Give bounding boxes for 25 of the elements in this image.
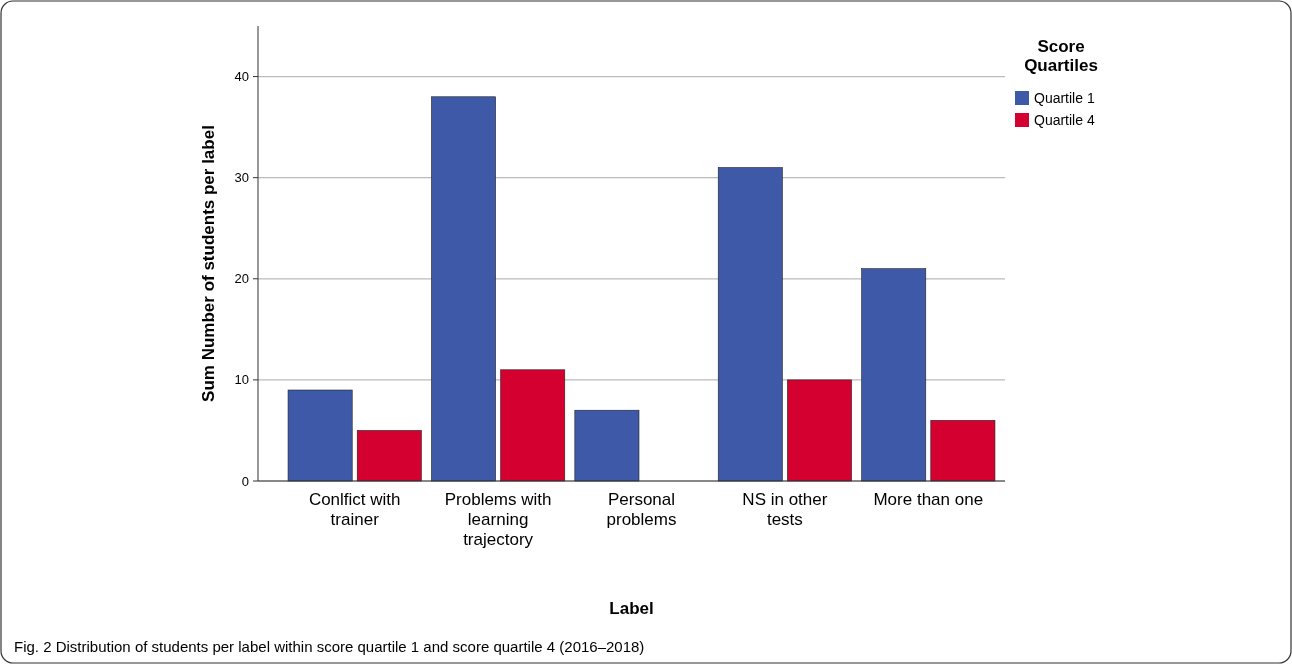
x-tick-label: Problems with learning trajectory bbox=[444, 490, 552, 549]
caption: Fig. 2 Distribution of students per label within score quartile 1 and score quartile 4 (2016–2018) bbox=[14, 638, 645, 655]
legend-label: Quartile 1 bbox=[1034, 89, 1095, 106]
bar bbox=[574, 409, 640, 482]
x-tick-label: More than one bbox=[873, 490, 984, 509]
legend-label: Quartile 4 bbox=[1034, 111, 1095, 128]
legend-title: Score Quartiles bbox=[1024, 37, 1098, 75]
y-tick-label: 40 bbox=[234, 69, 249, 85]
y-tick-label: 10 bbox=[234, 372, 249, 388]
x-tick-label: Personal problems bbox=[606, 490, 677, 529]
bar bbox=[500, 369, 566, 482]
x-tick-label: Conlfict with trainer bbox=[308, 490, 401, 529]
y-axis-title: Sum Number of students per label bbox=[199, 125, 218, 402]
bar bbox=[356, 430, 422, 482]
bar bbox=[787, 379, 852, 482]
bar bbox=[717, 167, 783, 482]
bar bbox=[287, 389, 353, 482]
bar bbox=[930, 420, 996, 482]
y-tick-label: 0 bbox=[241, 473, 249, 489]
y-tick-label: 20 bbox=[234, 271, 249, 287]
bar bbox=[861, 268, 927, 482]
y-tick-label: 30 bbox=[234, 170, 249, 186]
bar bbox=[431, 96, 496, 482]
x-axis-title: Label bbox=[609, 599, 654, 618]
x-tick-label: NS in other tests bbox=[742, 490, 828, 529]
